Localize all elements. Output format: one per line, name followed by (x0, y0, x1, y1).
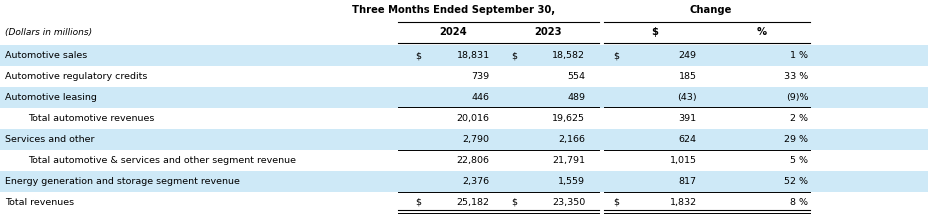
Text: 19,625: 19,625 (551, 114, 585, 123)
Text: 391: 391 (677, 114, 696, 123)
Text: $: $ (612, 51, 618, 60)
Text: 2,376: 2,376 (462, 177, 489, 186)
Text: 554: 554 (567, 72, 585, 81)
Text: 23,350: 23,350 (551, 198, 585, 207)
Text: 29 %: 29 % (783, 135, 807, 144)
Text: 2023: 2023 (534, 27, 561, 37)
Text: 18,582: 18,582 (551, 51, 585, 60)
Text: 446: 446 (471, 93, 489, 102)
Text: (Dollars in millions): (Dollars in millions) (5, 28, 92, 37)
Text: Services and other: Services and other (5, 135, 94, 144)
Text: Automotive leasing: Automotive leasing (5, 93, 97, 102)
Text: 20,016: 20,016 (456, 114, 489, 123)
Text: 8 %: 8 % (790, 198, 807, 207)
Text: $: $ (415, 51, 420, 60)
Text: (43): (43) (677, 93, 696, 102)
Text: %: % (756, 27, 766, 37)
Bar (0, 171, 928, 192)
Text: 624: 624 (678, 135, 696, 144)
Text: 1,559: 1,559 (558, 177, 585, 186)
Text: 1,015: 1,015 (669, 156, 696, 165)
Text: 33 %: 33 % (783, 72, 807, 81)
Text: 1 %: 1 % (790, 51, 807, 60)
Text: $: $ (612, 198, 618, 207)
Text: 2 %: 2 % (790, 114, 807, 123)
Text: 249: 249 (678, 51, 696, 60)
Text: 489: 489 (567, 93, 585, 102)
Text: 18,831: 18,831 (456, 51, 489, 60)
Bar (0, 87, 928, 108)
Text: 5 %: 5 % (790, 156, 807, 165)
Bar (0, 129, 928, 150)
Text: Change: Change (689, 5, 731, 15)
Text: 2,166: 2,166 (558, 135, 585, 144)
Text: 817: 817 (678, 177, 696, 186)
Text: 2024: 2024 (439, 27, 467, 37)
Text: Three Months Ended September 30,: Three Months Ended September 30, (352, 5, 554, 15)
Text: $: $ (651, 27, 658, 37)
Text: (9)%: (9)% (785, 93, 807, 102)
Text: 185: 185 (678, 72, 696, 81)
Text: Total automotive revenues: Total automotive revenues (28, 114, 154, 123)
Text: Automotive regulatory credits: Automotive regulatory credits (5, 72, 147, 81)
Text: Energy generation and storage segment revenue: Energy generation and storage segment re… (5, 177, 239, 186)
Text: $: $ (510, 51, 516, 60)
Text: 25,182: 25,182 (456, 198, 489, 207)
Text: 1,832: 1,832 (669, 198, 696, 207)
Text: Automotive sales: Automotive sales (5, 51, 87, 60)
Text: 739: 739 (470, 72, 489, 81)
Text: Total automotive & services and other segment revenue: Total automotive & services and other se… (28, 156, 295, 165)
Bar (0, 45, 928, 66)
Text: 21,791: 21,791 (551, 156, 585, 165)
Text: 2,790: 2,790 (462, 135, 489, 144)
Text: $: $ (510, 198, 516, 207)
Text: 52 %: 52 % (783, 177, 807, 186)
Text: 22,806: 22,806 (456, 156, 489, 165)
Text: $: $ (415, 198, 420, 207)
Text: Total revenues: Total revenues (5, 198, 73, 207)
